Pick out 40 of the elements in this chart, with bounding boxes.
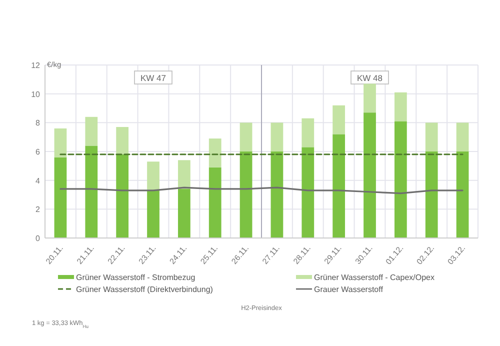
bar [425,122,438,152]
bar [332,134,346,238]
bar [456,152,469,238]
bar [394,121,407,238]
bar [240,152,252,238]
bar [456,122,469,152]
bar [208,138,222,168]
bar [270,122,284,152]
bar [425,152,438,238]
y-tick-label: 2 [36,205,41,214]
bar [178,160,190,189]
y-tick-label: 12 [31,61,41,70]
bar [270,152,284,238]
bar [364,112,376,238]
y-tick-label: 0 [36,234,41,243]
legend-label: Grüner Wasserstoff (Direktverbindung) [76,285,214,294]
bar [54,157,67,238]
legend-label: Grauer Wasserstoff [314,285,384,294]
y-tick-label: 6 [36,148,41,156]
legend-label: Grüner Wasserstoff - Capex/Opex [314,273,434,282]
bar [116,126,129,154]
bar [208,167,222,238]
bar [54,128,67,158]
bar [85,146,98,238]
annotation: KW 47 [140,73,166,83]
bar [116,154,129,238]
bar [147,162,160,190]
bar [302,118,314,148]
y-tick-label: 8 [36,118,41,128]
legend-label: Grüner Wasserstoff - Strombezug [76,273,196,282]
bar [332,105,346,134]
bar [394,92,407,122]
bar [178,188,190,238]
bar [302,147,314,238]
bar [147,190,160,238]
bar [85,116,98,146]
bar [240,122,252,152]
y-tick-label: 10 [31,90,41,99]
y-tick-label: 4 [36,176,41,186]
annotation: KW 48 [356,73,383,83]
